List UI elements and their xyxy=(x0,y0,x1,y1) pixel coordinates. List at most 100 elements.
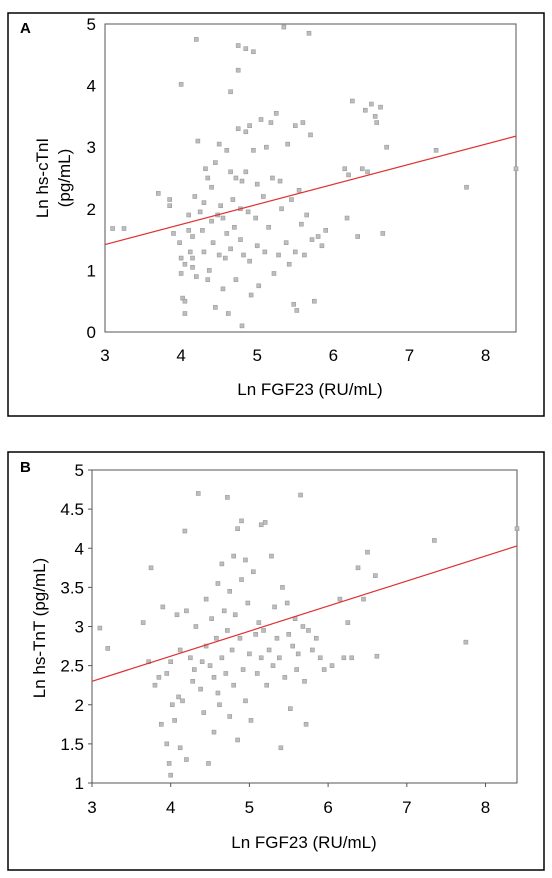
data-point xyxy=(294,667,299,672)
data-point xyxy=(315,234,321,239)
data-point xyxy=(310,647,315,653)
data-point xyxy=(209,218,214,224)
y-tick-label: 2 xyxy=(87,200,96,219)
data-point xyxy=(227,588,233,594)
x-tick-label: 5 xyxy=(245,798,254,817)
panel-a-label: A xyxy=(20,20,31,37)
data-point xyxy=(224,231,230,236)
data-point xyxy=(344,215,350,221)
data-point xyxy=(253,632,259,637)
data-point xyxy=(213,160,218,165)
data-point xyxy=(187,249,193,255)
data-point xyxy=(235,737,240,743)
data-point xyxy=(239,178,245,184)
data-point xyxy=(229,647,235,653)
data-point xyxy=(314,635,319,641)
data-point xyxy=(228,246,233,252)
data-point xyxy=(176,694,181,700)
data-point xyxy=(264,144,269,150)
data-point xyxy=(201,710,207,715)
data-point xyxy=(266,224,271,230)
data-point xyxy=(148,565,154,571)
data-point xyxy=(239,323,245,329)
data-point xyxy=(167,203,172,209)
data-point xyxy=(373,573,378,578)
x-tick-label: 7 xyxy=(405,346,414,365)
x-tick-label: 4 xyxy=(176,346,185,365)
data-point xyxy=(231,553,236,559)
data-point xyxy=(270,663,276,668)
data-point xyxy=(199,659,205,665)
data-point xyxy=(223,671,229,676)
data-point xyxy=(253,215,258,221)
data-point xyxy=(222,255,228,261)
data-point xyxy=(237,635,243,641)
y-tick-label: 4 xyxy=(87,77,96,96)
data-point xyxy=(198,686,203,692)
data-point xyxy=(207,663,213,668)
data-point xyxy=(240,667,246,672)
data-point xyxy=(374,653,380,659)
y-tick-label: 3 xyxy=(75,618,84,637)
data-point xyxy=(201,200,207,205)
data-point xyxy=(280,585,285,590)
data-point xyxy=(215,690,221,696)
data-point xyxy=(201,249,207,255)
data-point xyxy=(110,226,115,231)
data-point xyxy=(203,596,209,602)
data-point xyxy=(285,141,290,147)
data-point xyxy=(156,675,162,680)
data-point xyxy=(186,228,192,233)
data-point xyxy=(432,538,437,543)
data-point xyxy=(220,286,226,292)
data-point xyxy=(292,123,298,128)
y-tick-label: 1 xyxy=(87,261,96,280)
data-point xyxy=(169,702,175,708)
data-point xyxy=(346,172,351,178)
data-point xyxy=(205,277,211,282)
data-point xyxy=(105,646,111,651)
data-point xyxy=(289,197,294,202)
data-point xyxy=(164,741,170,747)
data-point xyxy=(192,194,198,199)
data-point xyxy=(372,114,378,119)
data-point xyxy=(172,718,177,723)
data-point xyxy=(350,98,355,104)
data-point xyxy=(295,651,301,657)
data-point xyxy=(361,596,366,602)
data-point xyxy=(219,655,225,661)
data-point xyxy=(216,252,222,258)
data-point xyxy=(355,565,361,571)
data-point xyxy=(292,249,298,255)
data-point xyxy=(190,255,195,261)
data-point xyxy=(197,209,203,215)
data-point xyxy=(276,252,281,258)
data-point xyxy=(299,221,304,227)
data-point xyxy=(277,178,283,184)
data-point xyxy=(155,191,161,196)
data-point xyxy=(190,678,196,684)
x-tick-label: 7 xyxy=(402,798,411,817)
data-point xyxy=(374,120,380,125)
data-point xyxy=(268,120,274,125)
data-point xyxy=(205,175,211,181)
y-tick-label: 4.5 xyxy=(60,500,84,519)
data-point xyxy=(243,169,249,175)
data-point xyxy=(224,147,230,153)
data-point xyxy=(214,635,219,641)
data-point xyxy=(195,138,201,144)
data-point xyxy=(302,252,307,258)
data-point xyxy=(378,104,383,110)
data-point xyxy=(211,729,217,735)
data-point xyxy=(317,655,323,661)
data-point xyxy=(235,126,241,132)
data-point xyxy=(182,528,188,534)
data-point xyxy=(152,682,158,688)
data-point xyxy=(359,166,365,172)
data-point xyxy=(251,569,256,575)
data-point xyxy=(337,596,343,602)
data-point xyxy=(302,678,307,684)
data-point xyxy=(235,43,241,48)
data-point xyxy=(464,184,469,190)
data-point xyxy=(182,261,188,267)
